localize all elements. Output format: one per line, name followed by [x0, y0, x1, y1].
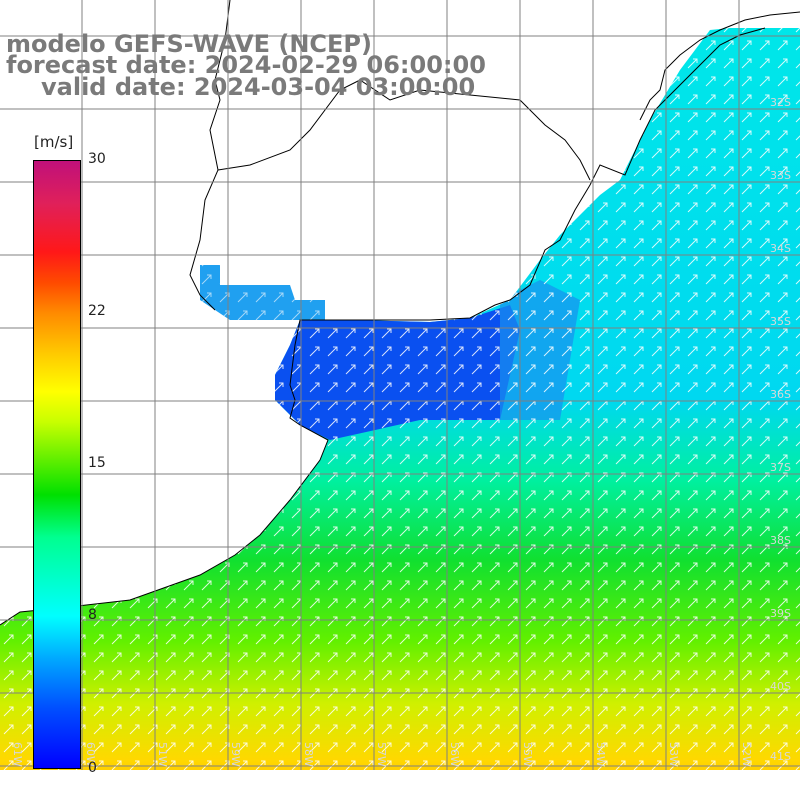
lon-label: 60W [84, 742, 97, 767]
coastline [0, 27, 766, 626]
lon-label: 55W [521, 742, 534, 767]
legend-tick: 22 [88, 303, 106, 319]
lon-label: 61W [11, 742, 24, 767]
legend-tick: 0 [88, 760, 97, 776]
lat-label: 35S [770, 315, 791, 328]
lat-lon-grid [0, 0, 800, 770]
lon-label: 54W [594, 742, 607, 767]
lat-label: 40S [770, 680, 791, 693]
lat-label: 41S [770, 750, 791, 763]
lat-label: 37S [770, 461, 791, 474]
latitude-labels: 32S 33S 34S 35S 36S 37S 38S 39S 40S 41S [770, 96, 791, 763]
lon-label: 51W [156, 742, 169, 767]
lagoon-coast [639, 11, 800, 121]
legend-tick: 15 [88, 455, 106, 471]
color-scale-bar [33, 160, 81, 769]
longitude-labels: 61W 60W 59W 58W 57W 56W 55W 54W 53W 52W … [11, 742, 753, 767]
legend-unit: [m/s] [34, 133, 74, 151]
lon-label: 53W [667, 742, 680, 767]
map-title: modelo GEFS-WAVE (NCEP) [6, 30, 372, 58]
lon-label: 57W [375, 742, 388, 767]
lon-label: 56W [448, 742, 461, 767]
lat-label: 36S [770, 388, 791, 401]
lat-label: 33S [770, 169, 791, 182]
forecast-date: forecast date: 2024-02-29 06:00:00 [6, 51, 486, 79]
lat-label: 32S [770, 96, 791, 109]
legend-tick: 30 [88, 151, 106, 167]
valid-date: valid date: 2024-03-04 03:00:00 [41, 73, 476, 101]
lon-label: 58W [302, 742, 315, 767]
lat-label: 38S [770, 534, 791, 547]
lon-label: 59W [229, 742, 242, 767]
country-border [217, 79, 591, 181]
lon-label: 52W [740, 742, 753, 767]
lat-label: 34S [770, 242, 791, 255]
lat-label: 39S [770, 607, 791, 620]
legend-tick: 8 [88, 607, 97, 623]
